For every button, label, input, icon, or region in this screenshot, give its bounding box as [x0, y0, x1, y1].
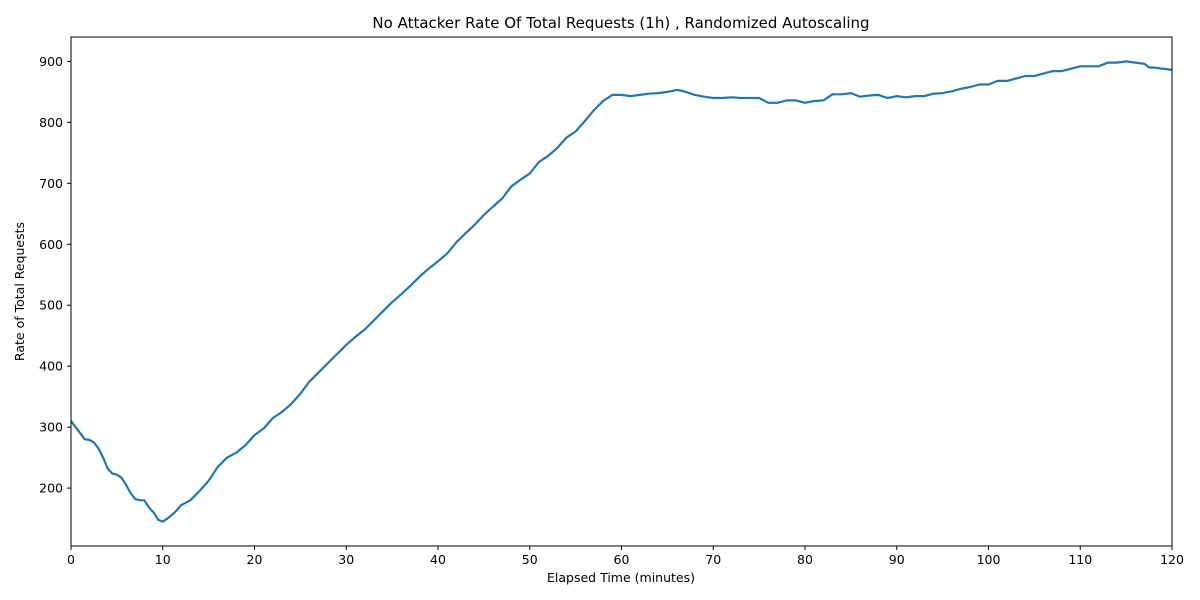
y-tick-label: 800	[39, 115, 63, 130]
y-tick-label: 300	[39, 420, 63, 435]
x-tick-label: 20	[247, 552, 263, 567]
x-axis: 0 10 20 30 40 50 60 70 80 90 100 110 120	[67, 546, 1184, 567]
chart-title: No Attacker Rate Of Total Requests (1h) …	[372, 14, 869, 32]
x-tick-label: 30	[338, 552, 354, 567]
x-tick-label: 80	[797, 552, 813, 567]
x-tick-label: 120	[1160, 552, 1184, 567]
plot-area	[70, 60, 1173, 523]
y-tick-label: 200	[39, 481, 63, 496]
x-tick-label: 40	[430, 552, 446, 567]
x-tick-label: 60	[614, 552, 630, 567]
x-tick-label: 70	[705, 552, 721, 567]
x-tick-label: 50	[522, 552, 538, 567]
y-axis-label: Rate of Total Requests	[12, 222, 27, 361]
y-axis: 200 300 400 500 600 700 800 900	[39, 54, 71, 496]
x-tick-label: 110	[1068, 552, 1092, 567]
x-axis-label: Elapsed Time (minutes)	[547, 570, 695, 585]
y-tick-label: 900	[39, 54, 63, 69]
y-tick-label: 500	[39, 298, 63, 313]
x-tick-label: 100	[977, 552, 1001, 567]
y-tick-label: 400	[39, 359, 63, 374]
x-tick-label: 10	[155, 552, 171, 567]
y-tick-label: 600	[39, 237, 63, 252]
series-line	[70, 60, 1173, 523]
x-tick-label: 0	[67, 552, 75, 567]
x-tick-label: 90	[889, 552, 905, 567]
y-tick-label: 700	[39, 176, 63, 191]
plot-frame	[70, 36, 1173, 547]
